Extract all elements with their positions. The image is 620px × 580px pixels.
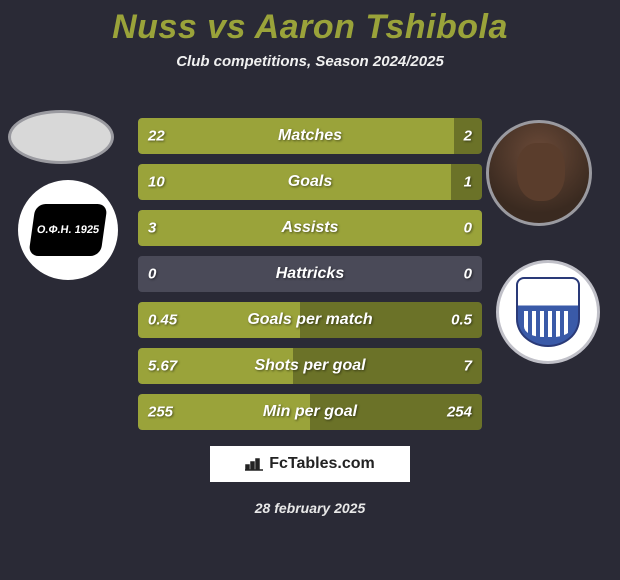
stat-label: Matches <box>138 127 482 145</box>
stat-row: 00Hattricks <box>138 256 482 292</box>
comparison-subtitle: Club competitions, Season 2024/2025 <box>0 53 620 70</box>
club-left-badge-text: Ο.Φ.Η. 1925 <box>28 204 107 256</box>
stat-label: Shots per goal <box>138 357 482 375</box>
club-right-badge <box>496 260 600 364</box>
brand-text: FcTables.com <box>269 455 375 473</box>
stat-row: 101Goals <box>138 164 482 200</box>
title-text: Nuss vs Aaron Tshibola <box>112 8 508 46</box>
player-right-avatar <box>486 120 592 226</box>
brand-box[interactable]: FcTables.com <box>210 446 410 482</box>
comparison-title: Nuss vs Aaron Tshibola <box>0 0 620 47</box>
stat-row: 30Assists <box>138 210 482 246</box>
comparison-date: 28 february 2025 <box>0 500 620 516</box>
player-left-avatar <box>8 110 114 164</box>
player-right-face <box>517 143 565 201</box>
stat-row: 255254Min per goal <box>138 394 482 430</box>
stat-label: Min per goal <box>138 403 482 421</box>
club-left-badge: Ο.Φ.Η. 1925 <box>18 180 118 280</box>
club-right-shield <box>516 277 580 347</box>
stat-row: 222Matches <box>138 118 482 154</box>
stats-container: 222Matches 101Goals 30Assists 00Hattricks 0.… <box>138 118 482 440</box>
stat-row: 5.677Shots per goal <box>138 348 482 384</box>
chart-icon <box>245 457 263 471</box>
stat-label: Hattricks <box>138 265 482 283</box>
stat-label: Assists <box>138 219 482 237</box>
stat-label: Goals <box>138 173 482 191</box>
stat-label: Goals per match <box>138 311 482 329</box>
club-right-stripes <box>524 311 572 337</box>
stat-row: 0.450.5Goals per match <box>138 302 482 338</box>
